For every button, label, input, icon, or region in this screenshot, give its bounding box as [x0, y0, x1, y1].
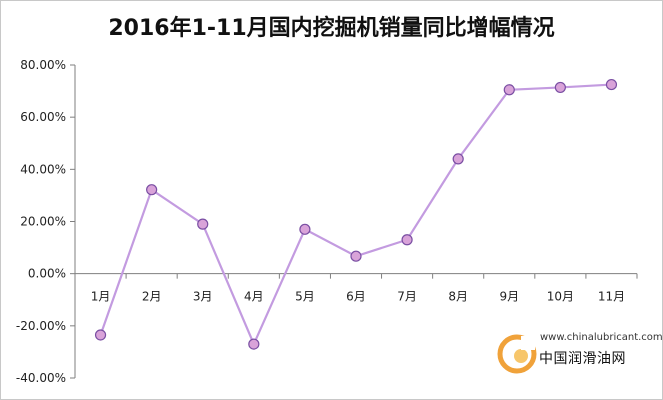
- data-point: [350, 250, 362, 262]
- x-tick-label: 7月: [397, 290, 417, 304]
- logo-icon: [497, 334, 537, 374]
- x-tick-label: 3月: [193, 290, 213, 304]
- y-tick-label: -20.00%: [16, 319, 66, 333]
- x-tick-label: 6月: [346, 290, 366, 304]
- y-tick-label: 20.00%: [20, 215, 66, 229]
- y-tick-label: -40.00%: [16, 371, 66, 385]
- x-tick-labels: 1月 2月 3月 4月 5月 6月 7月 8月 9月 10月 11月: [91, 273, 638, 304]
- data-series: [94, 78, 618, 350]
- data-point: [452, 153, 464, 165]
- data-point: [146, 184, 158, 196]
- x-tick-label: 1月: [91, 290, 111, 304]
- x-tick-label: 10月: [547, 290, 574, 304]
- y-tick-label: 80.00%: [20, 58, 66, 72]
- x-tick-label: 5月: [295, 290, 315, 304]
- data-point: [554, 81, 566, 94]
- chart-title: 2016年1-11月国内挖掘机销量同比增幅情况: [108, 16, 555, 41]
- x-tick-label: 9月: [499, 290, 519, 304]
- data-point: [401, 234, 413, 246]
- x-tick-label: 4月: [244, 290, 264, 304]
- data-point: [197, 218, 209, 230]
- data-point: [605, 78, 618, 91]
- data-point: [299, 223, 311, 235]
- y-tick-label: 40.00%: [20, 162, 66, 176]
- watermark: www.chinalubricant.com 中国润滑油网: [497, 330, 663, 380]
- watermark-name: 中国润滑油网: [539, 351, 626, 367]
- y-tick-label: 0.00%: [28, 267, 66, 281]
- data-point: [503, 84, 515, 96]
- watermark-url: www.chinalubricant.com: [540, 332, 663, 343]
- series-line: [99, 83, 612, 347]
- x-tick-label: 8月: [448, 290, 468, 304]
- y-tick-labels: 80.00% 60.00% 40.00% 20.00% 0.00% -20.00% -40.…: [16, 58, 75, 385]
- data-point: [94, 329, 107, 341]
- x-tick-label: 11月: [598, 290, 625, 304]
- y-tick-label: 60.00%: [20, 110, 66, 124]
- x-tick-label: 2月: [142, 290, 162, 304]
- data-point: [248, 338, 260, 350]
